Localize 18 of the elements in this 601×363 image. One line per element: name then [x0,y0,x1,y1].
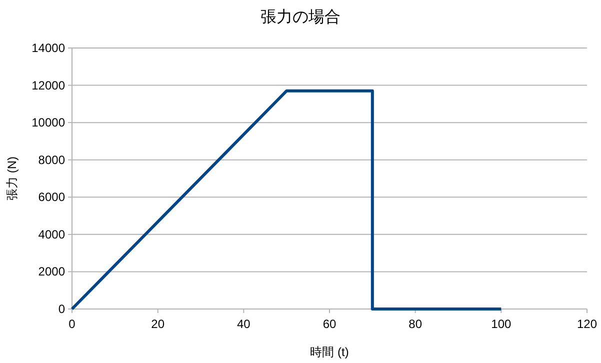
x-tick-label: 0 [68,317,76,331]
y-tick-label: 4000 [38,227,66,242]
y-tick-label: 6000 [38,190,66,204]
x-tick-label: 120 [576,317,598,331]
y-tick-label: 14000 [32,41,66,55]
x-axis-title: 時間 (t) [310,345,349,359]
chart-title: 張力の場合 [260,8,340,26]
x-tick-label: 60 [322,317,336,331]
y-tick-label: 10000 [32,116,66,130]
y-axis-title: 張力 (N) [5,156,19,200]
x-tick-label: 80 [408,317,422,331]
y-tick-label: 2000 [38,264,66,279]
y-tick-label: 8000 [38,152,66,167]
x-tick-label: 20 [151,317,165,331]
x-tick-label: 100 [491,317,512,331]
y-tick-label: 12000 [32,78,66,92]
y-tick-label: 0 [58,302,66,316]
x-tick-label: 40 [236,317,251,331]
